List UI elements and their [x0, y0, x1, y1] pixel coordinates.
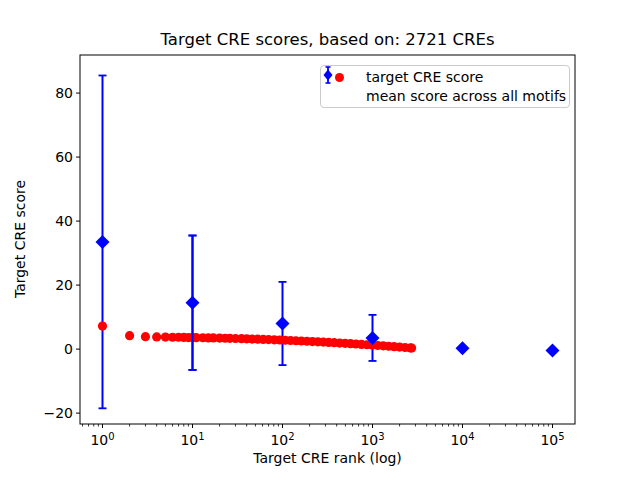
- data-point-mean: [276, 317, 290, 331]
- y-tick-label: 60: [33, 149, 73, 165]
- data-point-mean: [186, 296, 200, 310]
- data-point-mean: [456, 341, 470, 355]
- data-point-mean: [546, 343, 560, 357]
- x-tick-label: 101: [163, 431, 223, 448]
- data-point-red: [141, 332, 150, 341]
- y-axis-label: Target CRE score: [12, 180, 28, 298]
- legend-label: target CRE score: [366, 69, 483, 85]
- y-tick-label: 40: [33, 213, 73, 229]
- legend-item: mean score across all motifs: [321, 87, 569, 106]
- data-point-red: [152, 332, 161, 341]
- legend-label: mean score across all motifs: [366, 88, 566, 104]
- x-tick-label: 102: [253, 431, 313, 448]
- x-tick-label: 105: [523, 431, 583, 448]
- x-tick-label: 103: [343, 431, 403, 448]
- y-tick-label: −20: [33, 405, 73, 421]
- legend-item: target CRE score: [321, 68, 569, 87]
- data-point-red: [407, 343, 416, 352]
- legend: target CRE score mean score across all m…: [320, 65, 570, 108]
- plot-area: [80, 55, 575, 424]
- data-point-red: [98, 321, 107, 330]
- x-tick-label: 100: [73, 431, 133, 448]
- chart-title: Target CRE scores, based on: 2721 CREs: [80, 30, 575, 49]
- y-tick-label: 20: [33, 277, 73, 293]
- data-point-red: [125, 331, 134, 340]
- x-tick-label: 104: [433, 431, 493, 448]
- figure: Target CRE scores, based on: 2721 CREs T…: [0, 0, 640, 480]
- x-axis-label: Target CRE rank (log): [80, 450, 575, 466]
- data-point-mean: [96, 235, 110, 249]
- y-tick-label: 0: [33, 341, 73, 357]
- y-tick-label: 80: [33, 85, 73, 101]
